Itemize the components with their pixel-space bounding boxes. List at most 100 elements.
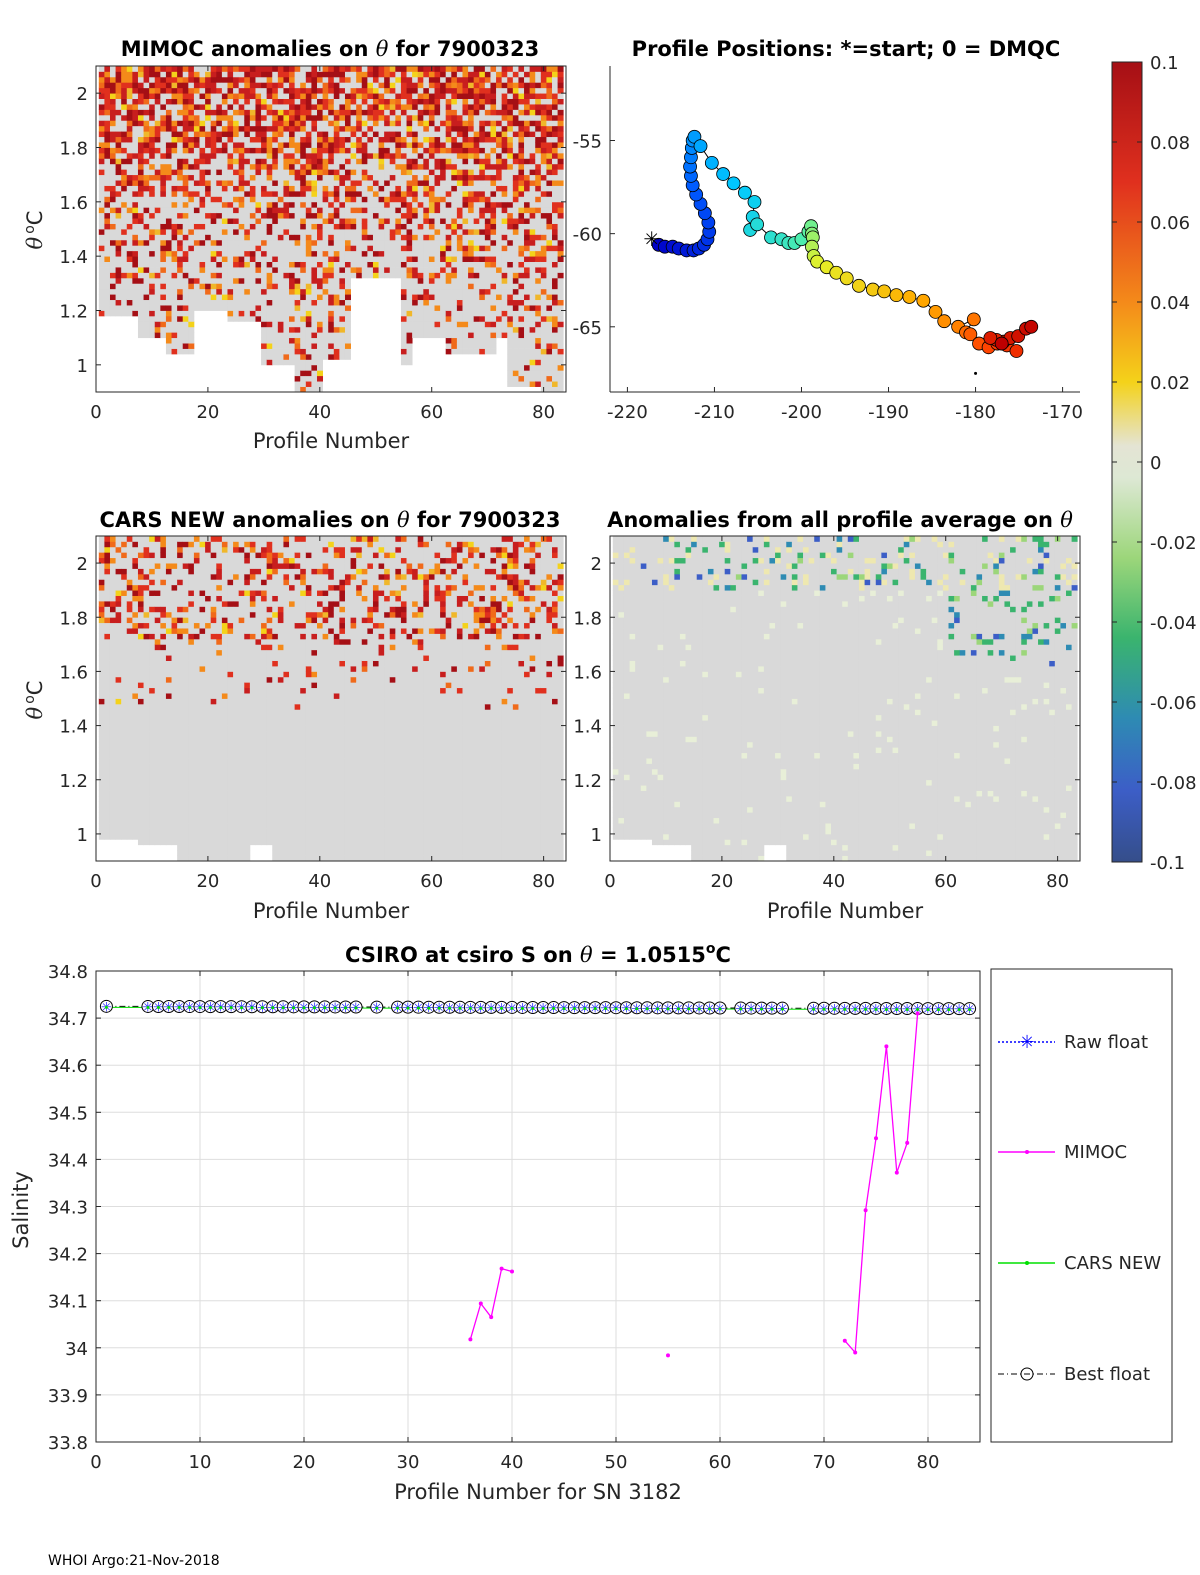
mimoc-cell — [143, 201, 150, 208]
mimoc-cell — [535, 207, 542, 214]
mimoc-cell — [440, 142, 447, 148]
mimoc-cell — [143, 267, 150, 273]
mimoc-cell — [344, 114, 351, 121]
mimoc-cell — [305, 196, 312, 203]
mimoc-cell — [524, 245, 531, 252]
mimoc-cell — [524, 305, 531, 311]
cars-cell — [132, 590, 139, 596]
mimoc-cell — [216, 174, 223, 181]
mimoc-cell — [552, 152, 559, 159]
mimoc-cell — [484, 201, 491, 208]
mimoc-cell — [468, 120, 475, 127]
cars-cell — [98, 573, 105, 580]
mimoc-cell — [501, 158, 508, 165]
mimoc-cell — [137, 71, 144, 78]
mimoc-cell — [199, 131, 206, 138]
cars-cell — [137, 536, 144, 542]
mimoc-cell — [98, 131, 105, 138]
mimoc-cell — [205, 223, 212, 230]
mimoc-cell — [171, 326, 178, 333]
mimoc-cell — [227, 136, 234, 143]
mimoc-cell — [496, 315, 503, 322]
mimoc-cell — [339, 272, 346, 279]
mimoc-cell — [367, 109, 374, 116]
mimoc-cell — [300, 337, 307, 344]
mimoc-cell — [451, 310, 458, 317]
mimoc-cell — [479, 152, 486, 159]
cars-cell — [109, 785, 116, 791]
mimoc-cell — [255, 71, 262, 78]
mimoc-cell — [356, 261, 363, 268]
mimoc-cell — [289, 98, 296, 105]
mimoc-cell — [524, 201, 531, 208]
mimoc-cell — [227, 152, 234, 159]
mimoc-cell — [552, 229, 559, 235]
mimoc-cell — [126, 71, 133, 78]
mimoc-cell — [507, 98, 514, 105]
mimoc-cell — [132, 104, 139, 110]
mimoc-cell — [283, 218, 290, 224]
mimoc-cell — [171, 218, 178, 224]
mimoc-cell — [137, 185, 144, 192]
mimoc-cell — [305, 66, 312, 72]
mimoc-cell — [311, 66, 318, 72]
mimoc-cell — [143, 71, 150, 78]
mimoc-cell — [468, 114, 475, 121]
mimoc-cell — [367, 250, 374, 257]
mimoc-cell — [361, 212, 368, 219]
mimoc-cell — [255, 190, 262, 197]
mimoc-cell — [479, 310, 486, 317]
mimoc-cell — [328, 218, 335, 224]
mimoc-cell — [445, 212, 452, 219]
mimoc-cell — [137, 223, 144, 230]
mimoc-cell — [389, 207, 396, 214]
mimoc-cell — [507, 87, 514, 94]
mimoc-cell — [261, 201, 268, 208]
mimoc-cell — [507, 147, 514, 154]
cars-cell — [126, 622, 133, 629]
mimoc-cell — [244, 239, 251, 246]
mimoc-cell — [524, 332, 531, 339]
mimoc-cell — [322, 76, 329, 83]
mimoc-cell — [328, 98, 335, 105]
mimoc-cell — [512, 305, 519, 311]
mimoc-cell — [384, 256, 391, 262]
mimoc-cell — [272, 315, 279, 322]
cars-heatmap — [98, 536, 564, 862]
mimoc-cell — [115, 212, 122, 219]
cars-cell — [98, 741, 105, 748]
mimoc-cell — [149, 229, 156, 235]
mimoc-cell — [529, 359, 536, 366]
mimoc-cell — [434, 152, 441, 159]
mimoc-cell — [535, 66, 542, 72]
profile-position-point — [877, 284, 892, 299]
cars-cell — [149, 552, 156, 559]
cars-cell — [143, 622, 150, 629]
mimoc-cell — [468, 152, 475, 159]
cars-cell — [154, 617, 161, 624]
mimoc-cell — [540, 229, 547, 235]
mimoc-cell — [384, 212, 391, 219]
mimoc-cell — [395, 163, 402, 170]
mimoc-cell — [512, 234, 519, 241]
cars-cell — [109, 833, 116, 840]
mimoc-cell — [445, 66, 452, 72]
mimoc-cell — [473, 180, 480, 186]
cars-cell — [121, 671, 128, 678]
mimoc-cell — [507, 245, 514, 252]
mimoc-cell — [227, 223, 234, 230]
mimoc-cell — [266, 218, 273, 224]
mimoc-cell — [524, 136, 531, 143]
mimoc-cell — [484, 261, 491, 268]
mimoc-cell — [445, 310, 452, 317]
mimoc-cell — [518, 66, 525, 72]
mimoc-cell — [188, 283, 195, 290]
mimoc-cell — [300, 136, 307, 143]
mimoc-cell — [372, 261, 379, 268]
mimoc-cell — [417, 261, 424, 268]
mimoc-cell — [311, 190, 318, 197]
mimoc-cell — [283, 353, 290, 360]
mimoc-cell — [171, 229, 178, 235]
cars-cell — [143, 709, 150, 716]
mimoc-cell — [378, 131, 385, 138]
